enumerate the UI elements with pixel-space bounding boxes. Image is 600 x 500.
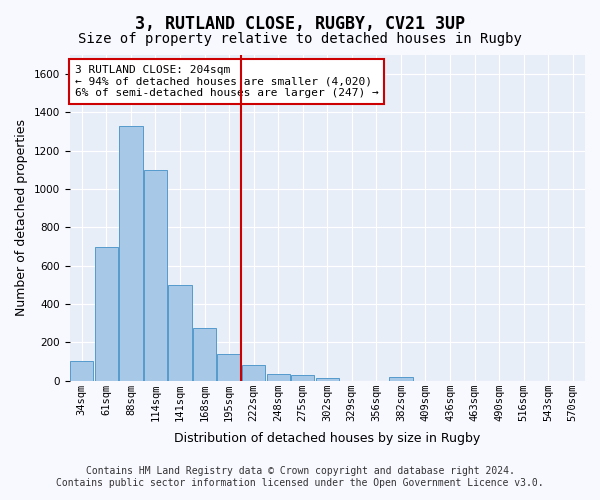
Bar (291, 375, 314, 380)
Bar (389, 377, 413, 380)
Bar (144, 170, 167, 380)
Bar (169, 285, 191, 380)
Text: 3, RUTLAND CLOSE, RUGBY, CV21 3UP: 3, RUTLAND CLOSE, RUGBY, CV21 3UP (135, 15, 465, 33)
Bar (316, 378, 339, 380)
Bar (193, 328, 216, 380)
Bar (119, 126, 143, 380)
Bar (242, 366, 265, 380)
Bar (70, 362, 94, 380)
Y-axis label: Number of detached properties: Number of detached properties (15, 120, 28, 316)
Bar (95, 246, 118, 380)
Bar (217, 354, 241, 380)
X-axis label: Distribution of detached houses by size in Rugby: Distribution of detached houses by size … (174, 432, 481, 445)
Bar (266, 374, 290, 380)
Text: Size of property relative to detached houses in Rugby: Size of property relative to detached ho… (78, 32, 522, 46)
Text: Contains HM Land Registry data © Crown copyright and database right 2024.
Contai: Contains HM Land Registry data © Crown c… (56, 466, 544, 487)
Text: 3 RUTLAND CLOSE: 204sqm
← 94% of detached houses are smaller (4,020)
6% of semi-: 3 RUTLAND CLOSE: 204sqm ← 94% of detache… (74, 65, 379, 98)
